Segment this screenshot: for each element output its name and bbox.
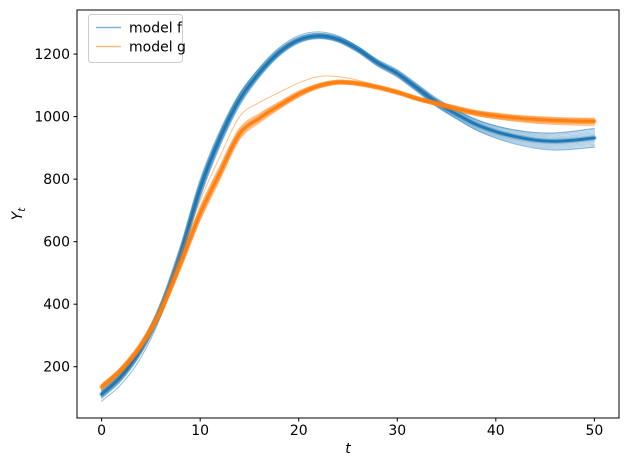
y-tick-label: 200: [43, 360, 70, 376]
x-tick-label: 30: [388, 423, 406, 439]
y-tick-label: 1000: [34, 110, 70, 126]
legend-label-model-g: model g: [129, 40, 186, 56]
x-axis-label: t: [345, 441, 351, 457]
x-tick-label: 20: [290, 423, 308, 439]
legend: model f model g: [88, 14, 186, 63]
y-tick-label: 400: [43, 297, 70, 313]
y-axis-label: Yt: [10, 207, 28, 221]
legend-box: [88, 14, 183, 63]
x-axis: 0 10 20 30 40 50: [97, 418, 603, 439]
series-model-f: [99, 31, 597, 402]
legend-label-model-f: model f: [129, 21, 183, 37]
series-model-g: [99, 75, 597, 391]
plot-area: [99, 31, 597, 402]
y-tick-label: 800: [43, 172, 70, 188]
y-axis: 200 400 600 800 1000 1200: [34, 47, 77, 376]
x-tick-label: 50: [585, 423, 603, 439]
x-tick-label: 40: [487, 423, 505, 439]
y-tick-label: 600: [43, 235, 70, 251]
x-tick-label: 10: [191, 423, 209, 439]
x-tick-label: 0: [97, 423, 106, 439]
y-tick-label: 1200: [34, 47, 70, 63]
axes-spines: [76, 9, 620, 419]
